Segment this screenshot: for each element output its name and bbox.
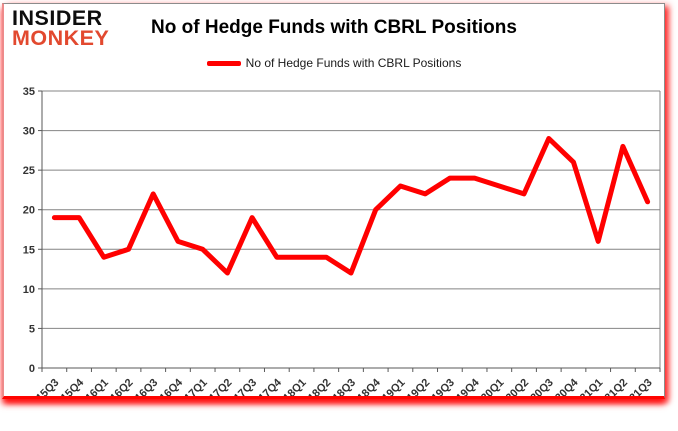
x-tick-label: 16Q4 bbox=[158, 376, 186, 396]
x-tick-label: 19Q2 bbox=[405, 377, 433, 396]
y-tick-label: 35 bbox=[23, 86, 35, 98]
x-tick-label: 15Q4 bbox=[59, 376, 87, 396]
legend-line-swatch-icon bbox=[206, 60, 241, 66]
x-tick-label: 16Q2 bbox=[108, 377, 136, 396]
x-tick-label: 20Q2 bbox=[504, 377, 532, 396]
y-tick-label: 5 bbox=[29, 323, 35, 335]
logo-monkey-text: MONKEY bbox=[12, 25, 110, 50]
chart-legend: No of Hedge Funds with CBRL Positions bbox=[4, 56, 664, 70]
x-tick-label: 15Q3 bbox=[34, 377, 62, 396]
series-line bbox=[51, 136, 651, 276]
x-tick-label: 20Q3 bbox=[528, 377, 556, 396]
chart-card: INSIDER MONKEY No of Hedge Funds with CB… bbox=[2, 3, 665, 399]
insider-monkey-logo: INSIDER MONKEY bbox=[12, 6, 110, 50]
y-tick-label: 15 bbox=[23, 244, 35, 256]
x-tick-label: 17Q4 bbox=[256, 376, 284, 396]
y-tick-label: 20 bbox=[23, 205, 35, 217]
x-tick-label: 16Q3 bbox=[133, 377, 161, 396]
x-tick-label: 21Q3 bbox=[627, 377, 655, 396]
x-tick-label: 19Q3 bbox=[429, 377, 457, 396]
hedge-funds-line-chart: 0510152025303515Q315Q416Q116Q216Q316Q417… bbox=[23, 86, 661, 396]
y-tick-label: 10 bbox=[23, 284, 35, 296]
x-tick-label: 18Q4 bbox=[355, 376, 383, 396]
x-tick-label: 19Q1 bbox=[380, 377, 408, 396]
logo-insider-text: INSIDER bbox=[12, 6, 103, 30]
x-tick-label: 17Q1 bbox=[182, 377, 210, 396]
y-tick-label: 0 bbox=[29, 363, 35, 375]
x-tick-label: 21Q1 bbox=[578, 377, 606, 396]
x-tick-label: 20Q1 bbox=[479, 377, 507, 396]
y-tick-label: 25 bbox=[23, 165, 35, 177]
x-tick-label: 17Q2 bbox=[207, 377, 235, 396]
x-tick-label: 19Q4 bbox=[454, 376, 482, 396]
x-tick-label: 20Q4 bbox=[553, 376, 581, 396]
x-tick-label: 18Q3 bbox=[331, 377, 359, 396]
x-tick-label: 18Q1 bbox=[281, 377, 309, 396]
x-tick-label: 18Q2 bbox=[306, 377, 334, 396]
legend-label: No of Hedge Funds with CBRL Positions bbox=[245, 56, 462, 70]
x-tick-label: 16Q1 bbox=[83, 377, 111, 396]
y-tick-label: 30 bbox=[23, 126, 35, 138]
chart-title: No of Hedge Funds with CBRL Positions bbox=[151, 17, 517, 38]
x-tick-label: 17Q3 bbox=[232, 377, 260, 396]
x-tick-label: 21Q2 bbox=[603, 377, 631, 396]
